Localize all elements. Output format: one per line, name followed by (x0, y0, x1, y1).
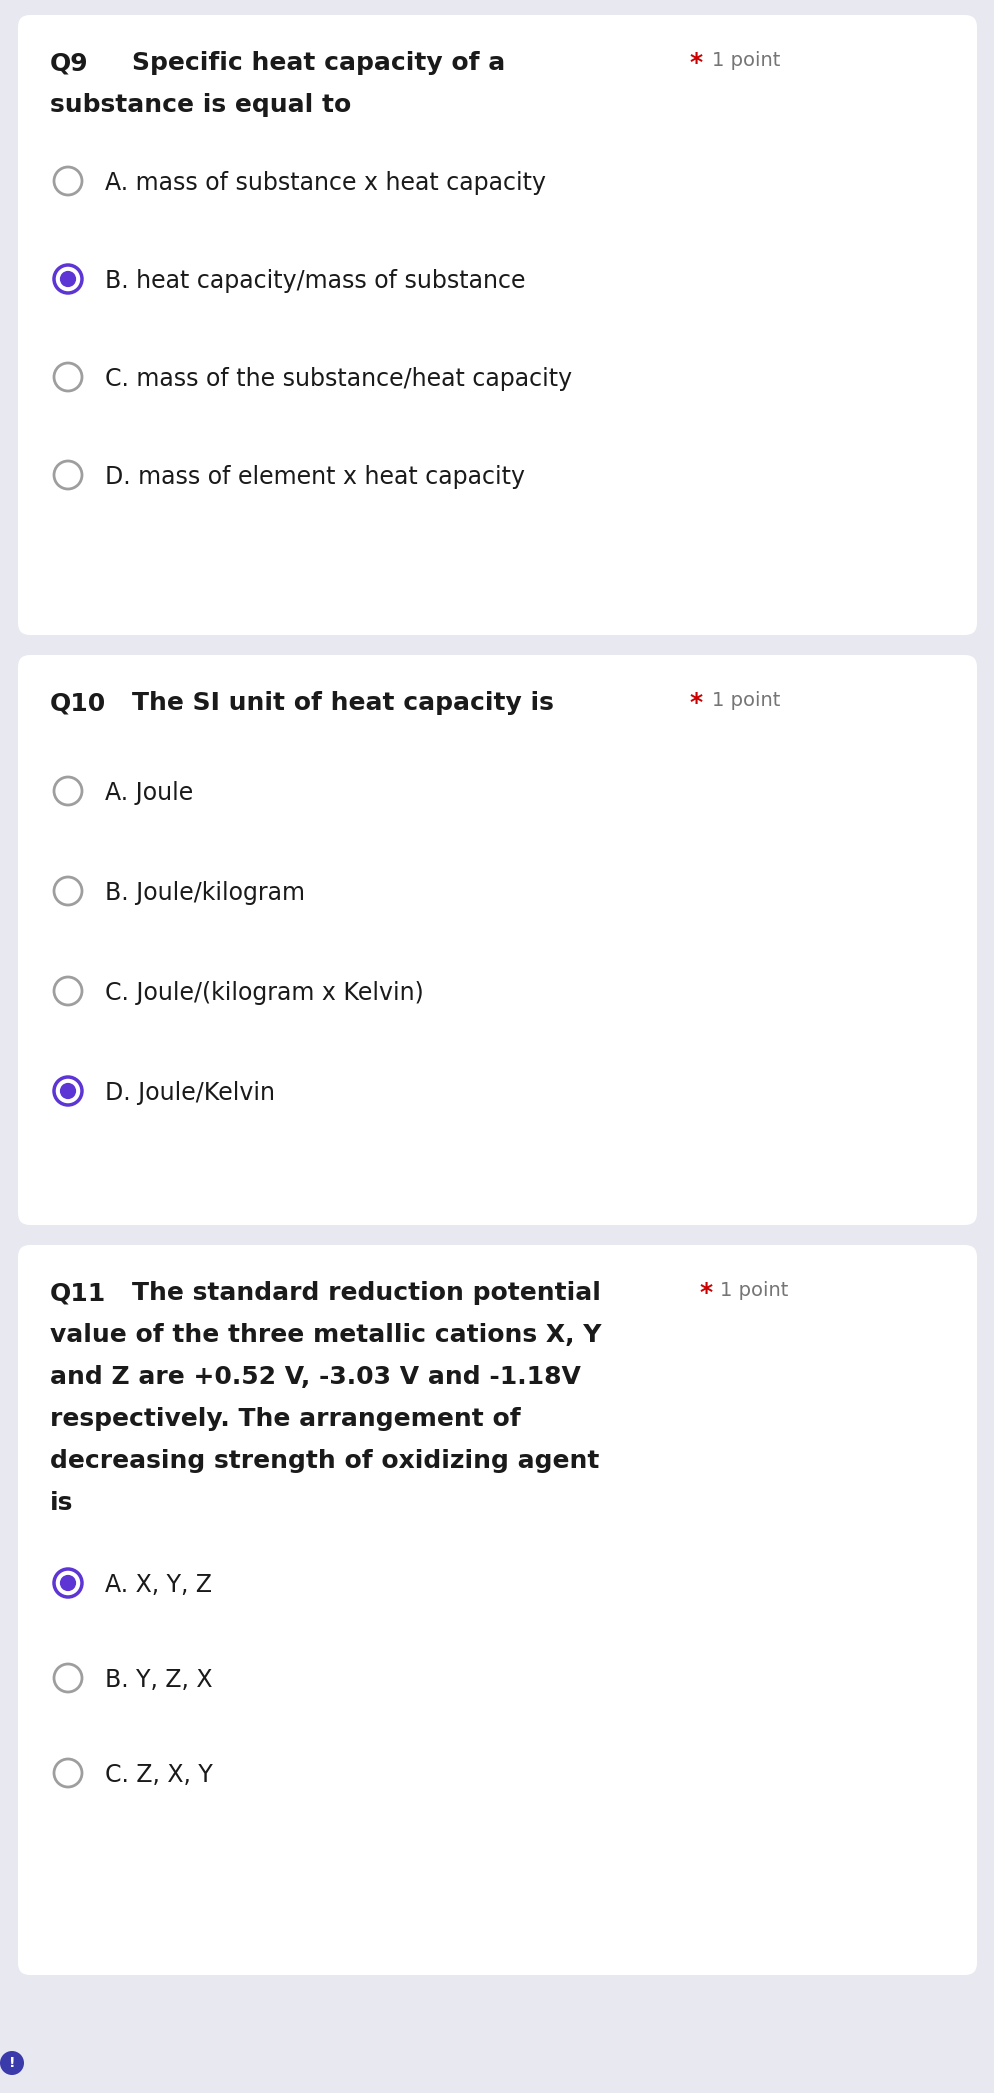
FancyBboxPatch shape (18, 15, 976, 634)
Text: C. Joule/(kilogram x Kelvin): C. Joule/(kilogram x Kelvin) (105, 982, 423, 1005)
Text: and Z are +0.52 V, -3.03 V and -1.18V: and Z are +0.52 V, -3.03 V and -1.18V (50, 1365, 580, 1390)
Text: A. Joule: A. Joule (105, 781, 193, 806)
Text: A. mass of substance x heat capacity: A. mass of substance x heat capacity (105, 172, 546, 195)
Text: B. heat capacity/mass of substance: B. heat capacity/mass of substance (105, 270, 525, 293)
Text: !: ! (9, 2055, 15, 2070)
Text: Q9: Q9 (50, 50, 88, 75)
Text: is: is (50, 1490, 74, 1515)
Text: 1 point: 1 point (712, 50, 779, 69)
Text: substance is equal to: substance is equal to (50, 92, 351, 117)
FancyBboxPatch shape (18, 655, 976, 1224)
Text: Q10: Q10 (50, 691, 106, 716)
Text: C. Z, X, Y: C. Z, X, Y (105, 1762, 213, 1787)
Text: respectively. The arrangement of: respectively. The arrangement of (50, 1406, 520, 1432)
Text: Specific heat capacity of a: Specific heat capacity of a (132, 50, 505, 75)
Text: 1 point: 1 point (712, 691, 779, 710)
Text: D. Joule/Kelvin: D. Joule/Kelvin (105, 1080, 274, 1105)
Text: 1 point: 1 point (720, 1281, 787, 1300)
Text: value of the three metallic cations X, Y: value of the three metallic cations X, Y (50, 1323, 601, 1348)
Text: B. Y, Z, X: B. Y, Z, X (105, 1668, 213, 1691)
Text: *: * (700, 1281, 713, 1306)
FancyBboxPatch shape (18, 1245, 976, 1976)
Text: The standard reduction potential: The standard reduction potential (132, 1281, 600, 1306)
Text: decreasing strength of oxidizing agent: decreasing strength of oxidizing agent (50, 1448, 598, 1473)
Text: A. X, Y, Z: A. X, Y, Z (105, 1574, 212, 1597)
Text: C. mass of the substance/heat capacity: C. mass of the substance/heat capacity (105, 366, 572, 391)
Text: The SI unit of heat capacity is: The SI unit of heat capacity is (132, 691, 554, 716)
Circle shape (60, 1082, 77, 1099)
Text: D. mass of element x heat capacity: D. mass of element x heat capacity (105, 465, 525, 490)
Text: Q11: Q11 (50, 1281, 106, 1306)
Circle shape (60, 1574, 77, 1591)
Text: *: * (689, 691, 703, 716)
Text: *: * (689, 50, 703, 75)
Text: B. Joule/kilogram: B. Joule/kilogram (105, 881, 305, 904)
Circle shape (60, 270, 77, 287)
Circle shape (0, 2051, 24, 2074)
